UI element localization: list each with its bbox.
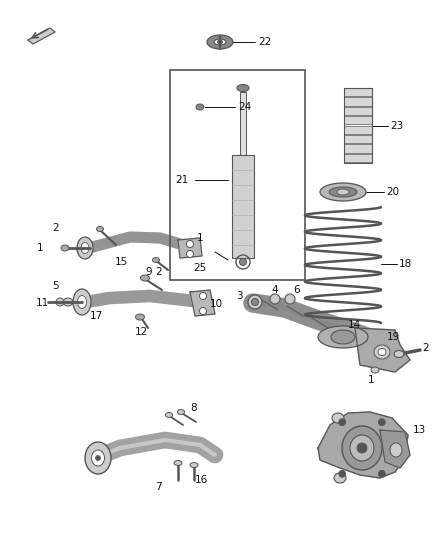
Bar [344, 98, 372, 106]
Ellipse shape [339, 470, 346, 478]
Ellipse shape [85, 442, 111, 474]
Ellipse shape [394, 351, 404, 358]
Ellipse shape [73, 289, 91, 315]
Ellipse shape [63, 298, 73, 306]
Text: 16: 16 [195, 475, 208, 485]
Ellipse shape [56, 298, 64, 306]
Ellipse shape [332, 413, 344, 423]
Ellipse shape [199, 293, 206, 300]
Bar [232, 155, 254, 258]
Ellipse shape [218, 40, 223, 44]
Ellipse shape [248, 295, 262, 309]
Text: 1: 1 [37, 243, 44, 253]
Text: 10: 10 [210, 299, 223, 309]
Ellipse shape [371, 367, 379, 373]
Ellipse shape [207, 35, 233, 49]
Bar [240, 92, 246, 158]
Text: 13: 13 [413, 425, 426, 435]
Text: 9: 9 [145, 267, 152, 277]
Ellipse shape [166, 413, 173, 417]
Ellipse shape [374, 345, 390, 359]
Ellipse shape [78, 295, 86, 309]
Bar [344, 125, 372, 134]
Text: 2: 2 [52, 223, 59, 233]
Text: 21: 21 [175, 175, 188, 185]
Text: 18: 18 [399, 259, 412, 269]
Ellipse shape [339, 419, 346, 426]
Ellipse shape [199, 308, 206, 314]
Text: 12: 12 [135, 327, 148, 337]
Polygon shape [318, 412, 408, 478]
Bar [344, 154, 372, 162]
Ellipse shape [187, 251, 194, 257]
Ellipse shape [329, 187, 357, 197]
Text: 2: 2 [422, 343, 429, 353]
Ellipse shape [141, 275, 149, 281]
Text: 6: 6 [293, 285, 300, 295]
Ellipse shape [61, 245, 69, 251]
Ellipse shape [92, 450, 105, 466]
Ellipse shape [378, 349, 386, 356]
Ellipse shape [251, 298, 258, 305]
Text: 19: 19 [387, 332, 400, 342]
Bar [344, 107, 372, 115]
Bar [344, 116, 372, 124]
Ellipse shape [337, 189, 349, 195]
Polygon shape [355, 328, 410, 372]
Text: 14: 14 [348, 320, 361, 330]
Ellipse shape [77, 237, 93, 259]
Bar [170, 70, 305, 280]
Text: 1: 1 [197, 233, 204, 243]
Ellipse shape [270, 294, 280, 304]
Bar [344, 88, 372, 96]
Ellipse shape [81, 243, 89, 254]
Ellipse shape [334, 473, 346, 483]
Ellipse shape [214, 39, 226, 45]
Ellipse shape [342, 426, 382, 470]
Text: 7: 7 [155, 482, 162, 492]
Ellipse shape [177, 409, 184, 415]
Ellipse shape [320, 183, 366, 201]
Bar [344, 144, 372, 152]
Ellipse shape [378, 419, 385, 426]
Polygon shape [28, 28, 55, 44]
Text: 22: 22 [258, 37, 271, 47]
Text: 11: 11 [36, 298, 49, 308]
Ellipse shape [350, 435, 374, 461]
Ellipse shape [152, 257, 159, 262]
Ellipse shape [237, 85, 249, 92]
Polygon shape [178, 238, 202, 258]
Ellipse shape [331, 330, 355, 344]
Ellipse shape [95, 456, 100, 461]
Text: 5: 5 [52, 281, 59, 291]
Bar [344, 135, 372, 143]
Polygon shape [380, 430, 410, 468]
Text: 20: 20 [386, 187, 399, 197]
Ellipse shape [318, 326, 368, 348]
Text: 8: 8 [190, 403, 197, 413]
Text: 25: 25 [193, 263, 206, 273]
Text: 4: 4 [271, 285, 278, 295]
Ellipse shape [187, 240, 194, 247]
Ellipse shape [174, 461, 182, 465]
Ellipse shape [390, 443, 402, 457]
Text: 2: 2 [155, 267, 162, 277]
Text: 17: 17 [90, 311, 103, 321]
Ellipse shape [285, 294, 295, 304]
Ellipse shape [357, 443, 367, 453]
Ellipse shape [135, 314, 145, 320]
Ellipse shape [190, 463, 198, 467]
Text: 24: 24 [238, 102, 251, 112]
Text: 1: 1 [368, 375, 374, 385]
Text: 3: 3 [236, 291, 243, 301]
Ellipse shape [96, 227, 103, 231]
Ellipse shape [196, 104, 204, 110]
Polygon shape [190, 290, 215, 316]
Ellipse shape [240, 259, 247, 265]
Ellipse shape [378, 470, 385, 478]
Text: 23: 23 [390, 121, 403, 131]
Text: 15: 15 [115, 257, 128, 267]
